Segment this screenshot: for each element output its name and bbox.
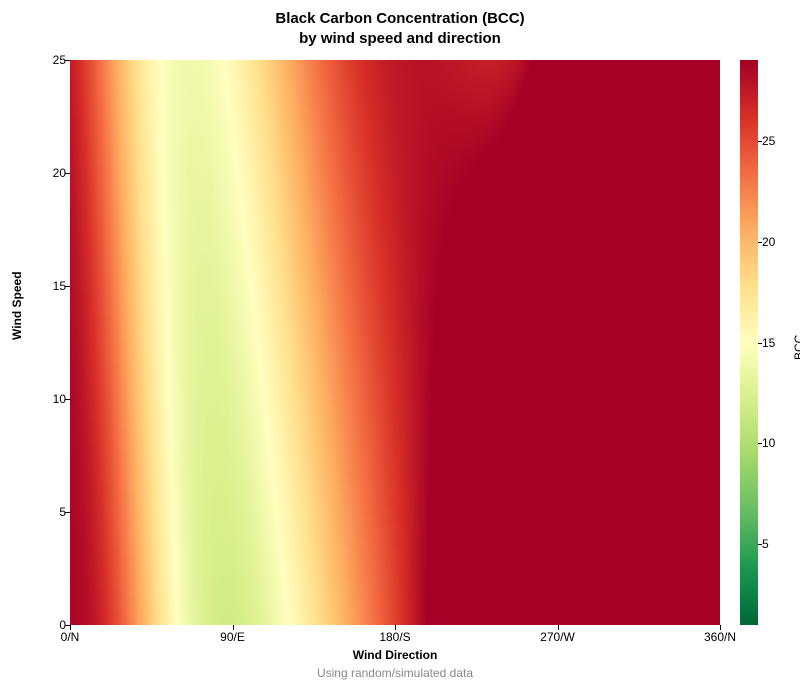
x-tick-mark (70, 625, 71, 630)
colorbar-tick-mark (758, 343, 762, 344)
x-tick-mark (395, 625, 396, 630)
colorbar-tick-label: 15 (762, 336, 775, 350)
chart-title-line2: by wind speed and direction (0, 30, 800, 47)
chart-container: Black Carbon Concentration (BCC) by wind… (0, 0, 800, 700)
y-tick-mark (65, 512, 70, 513)
x-tick-label: 90/E (220, 630, 245, 644)
heatmap-canvas (70, 60, 720, 625)
y-tick-label: 15 (6, 279, 66, 293)
y-tick-label: 10 (6, 392, 66, 406)
heatmap-plot-area (70, 60, 720, 625)
colorbar-label: BCC (792, 335, 800, 360)
y-tick-label: 5 (6, 505, 66, 519)
x-tick-mark (720, 625, 721, 630)
x-tick-mark (233, 625, 234, 630)
chart-title-line1: Black Carbon Concentration (BCC) (0, 10, 800, 27)
colorbar-tick-label: 20 (762, 235, 775, 249)
y-tick-label: 20 (6, 166, 66, 180)
x-tick-label: 360/N (704, 630, 736, 644)
chart-footnote: Using random/simulated data (70, 666, 720, 680)
x-tick-label: 180/S (379, 630, 410, 644)
colorbar-tick-mark (758, 242, 762, 243)
x-tick-mark (558, 625, 559, 630)
x-tick-label: 270/W (540, 630, 575, 644)
y-tick-mark (65, 399, 70, 400)
colorbar-tick-label: 25 (762, 134, 775, 148)
colorbar-canvas (740, 60, 758, 625)
colorbar-tick-mark (758, 141, 762, 142)
x-tick-label: 0/N (61, 630, 80, 644)
colorbar-tick-mark (758, 544, 762, 545)
x-axis-label: Wind Direction (70, 648, 720, 662)
colorbar (740, 60, 758, 625)
colorbar-tick-mark (758, 443, 762, 444)
y-tick-mark (65, 286, 70, 287)
y-tick-mark (65, 60, 70, 61)
colorbar-tick-label: 5 (762, 537, 769, 551)
y-tick-label: 0 (6, 618, 66, 632)
y-tick-mark (65, 173, 70, 174)
colorbar-tick-label: 10 (762, 436, 775, 450)
y-tick-label: 25 (6, 53, 66, 67)
